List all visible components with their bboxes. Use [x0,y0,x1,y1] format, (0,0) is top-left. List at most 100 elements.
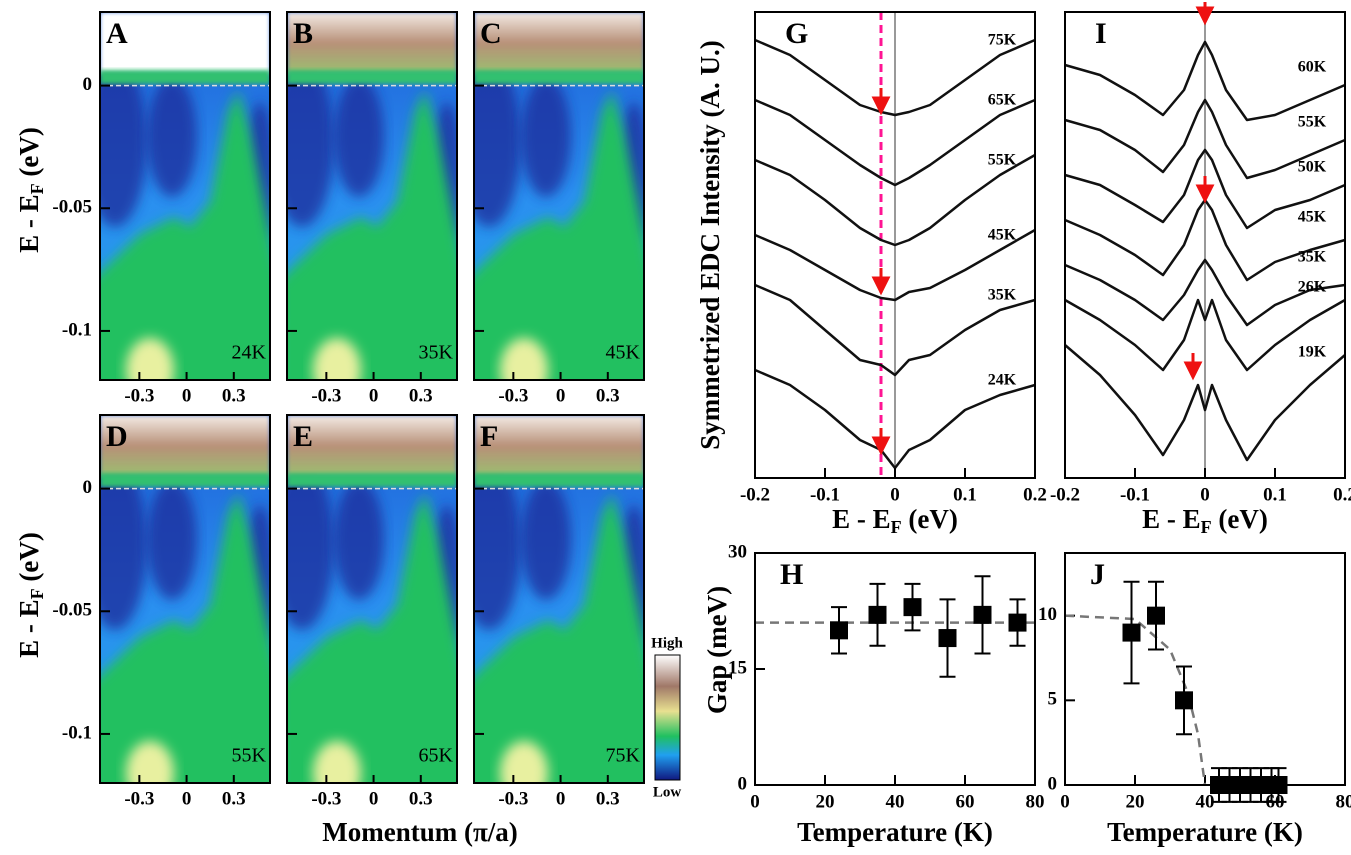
edc-curve [1064,40,1346,122]
data-point [868,605,887,624]
x-axis-title: E - EF (eV) [1142,504,1268,537]
spectrum-image [287,12,457,380]
edc-curve [754,38,1036,117]
y-tick-label: 15 [728,657,747,678]
temperature-label: 75K [606,745,641,767]
y-tick-label: 0 [83,477,93,498]
panel-label: H [780,558,803,591]
band-intensity [474,90,644,380]
panel-frame [473,11,645,381]
y-tick-label: 5 [1048,689,1058,710]
band-intensity [287,493,457,783]
dark-lobe [287,57,334,227]
x-tick-label: 0.1 [953,484,977,505]
data-point [1175,691,1193,710]
colorbar-low: Low [653,784,682,800]
data-point [938,629,957,648]
temperature-label: 45K [606,342,641,364]
arrow [1195,2,1215,26]
dark-lobe [147,480,197,600]
spectrum-image [287,415,457,783]
panel-label: G [785,17,808,50]
fermi-edge [474,70,644,84]
dark-lobe [334,77,384,197]
curve-label: 45K [988,227,1017,244]
curve-label: 75K [988,32,1017,49]
panel-label: I [1095,17,1107,50]
panel-frame [1064,552,1346,786]
edc-curve [1064,344,1346,462]
x-tick-label: 0 [750,791,760,812]
curve-label: 35K [988,287,1017,304]
arrow [871,428,891,456]
x-tick-label: 0.3 [409,788,433,809]
y-axis-title: E - EF (eV) [14,127,47,253]
curve-label: 45K [1298,209,1327,226]
x-tick-label: 0 [182,788,192,809]
x-tick-label: 0.3 [409,385,433,406]
x-tick-label: 0.1 [1263,484,1287,505]
y-axis-title-unit: (eV) [14,532,44,588]
temperature-label: 55K [232,745,267,767]
curve-label: 35K [1298,249,1327,266]
y-axis-title: Gap (meV) [702,586,732,714]
panel-label: B [293,17,313,50]
y-tick-label: -0.1 [62,319,92,340]
high-intensity [313,741,361,783]
dark-lobe [521,77,571,197]
x-axis-title: Temperature (K) [1107,817,1303,847]
fermi-edge [474,473,644,487]
edc-curve [1064,148,1346,230]
x-axis-title-text: E - E [1142,504,1201,534]
fermi-edge [100,473,270,487]
curve-label: 19K [1298,344,1327,361]
band-intensity [474,493,644,783]
y-tick-label: -0.05 [52,600,92,621]
dark-lobe [334,480,384,600]
x-tick-label: -0.3 [311,788,341,809]
panel-frame [754,11,1036,479]
panel-frame [99,414,271,784]
panel-label: J [1090,558,1105,591]
fermi-edge [287,473,457,487]
x-axis-title-unit: (eV) [902,504,958,534]
top-noise [474,12,644,74]
data-point [1008,613,1027,632]
fit-line [1064,614,1207,786]
temperature-label: 35K [419,342,454,364]
dark-lobe [474,460,521,630]
y-axis-title-text: E - E [14,599,44,658]
panel-frame [99,11,271,381]
edc-curve [1064,298,1346,372]
high-intensity [313,338,361,380]
x-tick-label: 0.2 [1333,484,1351,505]
x-tick-label: -0.1 [810,484,840,505]
x-tick-label: 40 [1196,791,1215,812]
annotation-arrows [871,2,1215,456]
x-tick-label: 0 [1200,484,1210,505]
curve-label: 50K [1298,159,1327,176]
curve-label: 65K [988,92,1017,109]
x-tick-label: -0.3 [498,385,528,406]
y-tick-label: 0 [738,773,748,794]
y-tick-label: 10 [1038,604,1057,625]
colorbar-high: High [651,635,683,651]
band-intensity [100,493,270,783]
band-intensity [100,90,270,380]
x-tick-label: 0 [182,385,192,406]
y-axis-title-sub: F [27,183,47,194]
spectrum-image [100,415,270,783]
panel-frame [286,414,458,784]
edc-curve [1064,258,1346,327]
y-tick-label: -0.1 [62,722,92,743]
x-axis-title-sub: F [891,517,902,537]
x-tick-label: 60 [956,791,975,812]
dark-lobe [474,57,521,227]
x-tick-label: 0.2 [1023,484,1047,505]
high-intensity [126,338,174,380]
dark-lobe [287,460,334,630]
y-tick-label: 0 [83,74,93,95]
x-tick-label: -0.1 [1120,484,1150,505]
fermi-edge [287,70,457,84]
y-axis-title-text: E - E [14,194,44,253]
